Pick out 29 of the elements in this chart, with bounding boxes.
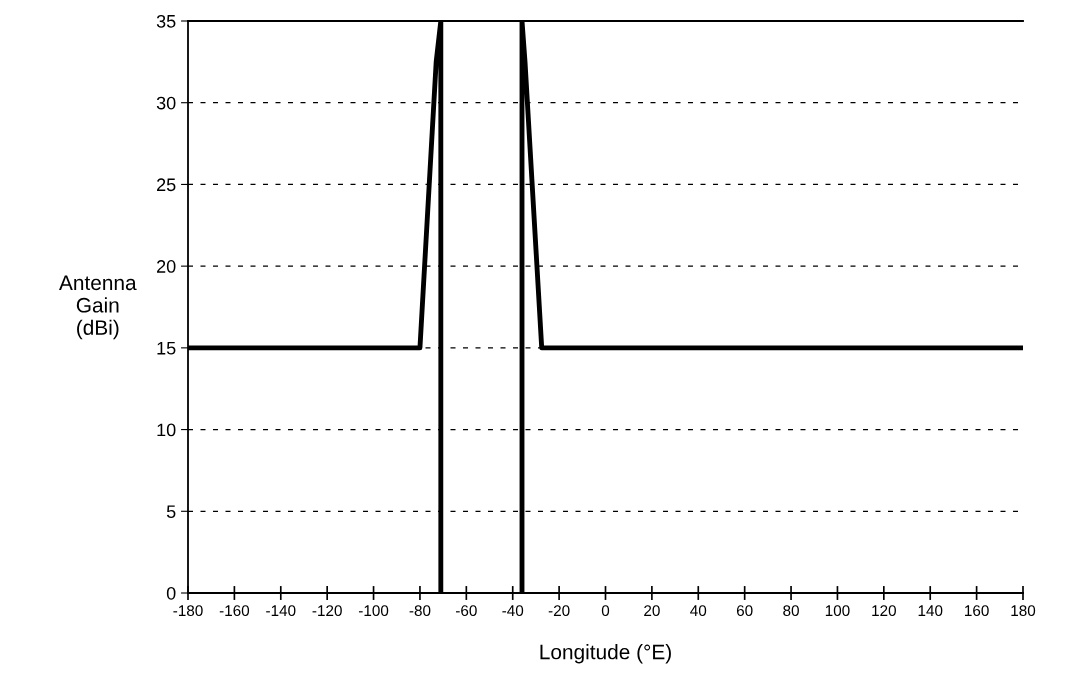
x-tick-label: 120 (872, 605, 896, 617)
x-axis-title: Longitude (°E) (540, 644, 671, 664)
y-tick-label: 25 (157, 178, 176, 192)
y-tick-label: 0 (166, 586, 176, 600)
x-tick-label: -140 (266, 605, 296, 617)
x-tick-label: 0 (601, 605, 610, 617)
x-tick-label: 40 (690, 605, 707, 617)
x-tick-label: 80 (783, 605, 799, 617)
x-tick-label: -180 (173, 605, 203, 617)
y-tick-label: 35 (156, 14, 176, 28)
x-tick-label: 180 (1011, 605, 1036, 617)
y-tick-label: 10 (157, 423, 176, 437)
x-tick-label: 20 (644, 605, 660, 617)
y-tick-label: 15 (157, 341, 176, 355)
x-tick-label: -40 (502, 605, 524, 617)
x-tick-label: -20 (548, 605, 570, 617)
x-tick-label: -60 (455, 605, 477, 617)
y-tick-label: 30 (156, 96, 176, 110)
x-tick-label: -160 (219, 605, 250, 617)
x-tick-label: 140 (918, 605, 943, 617)
x-tick-label: -100 (358, 605, 389, 617)
x-tick-label: 160 (965, 605, 989, 617)
y-tick-label: 20 (157, 260, 176, 273)
y-axis-title: Antenna Gain (dBi) (59, 275, 137, 340)
y-tick-label: 5 (166, 505, 176, 519)
x-tick-label: -80 (409, 605, 431, 617)
x-tick-label: 60 (736, 605, 753, 617)
x-tick-label: -120 (312, 605, 342, 617)
x-tick-label: 100 (825, 605, 850, 617)
